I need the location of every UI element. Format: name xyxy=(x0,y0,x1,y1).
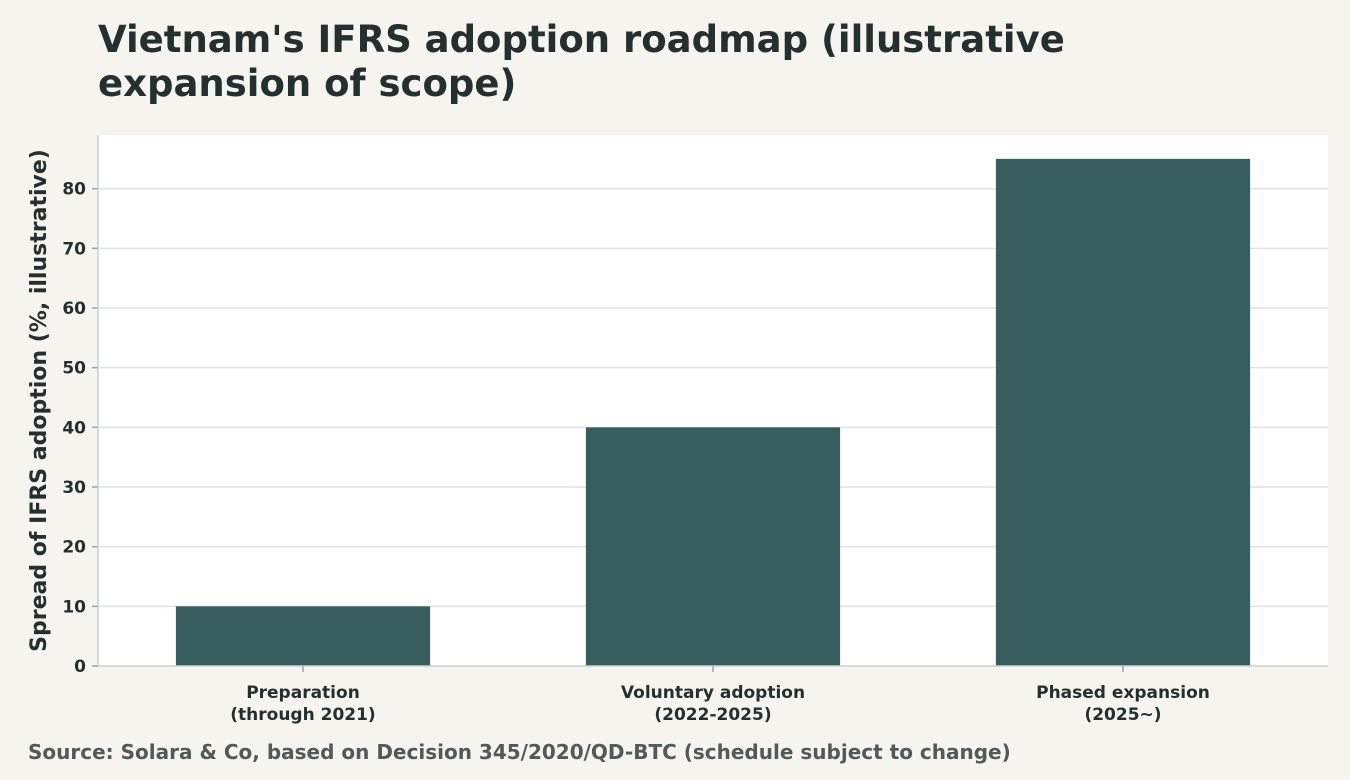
y-tick-label: 30 xyxy=(62,478,86,498)
y-tick-label: 80 xyxy=(62,180,86,200)
x-tick-label: Preparation (through 2021) xyxy=(230,683,375,725)
y-tick-label: 0 xyxy=(74,657,86,677)
y-tick-label: 70 xyxy=(62,239,86,259)
bar xyxy=(585,427,841,666)
y-tick-label: 20 xyxy=(62,538,86,558)
y-tick-label: 60 xyxy=(62,299,86,319)
y-tick-label: 40 xyxy=(62,418,86,438)
y-axis-label: Spread of IFRS adoption (%, illustrative… xyxy=(27,149,52,652)
axes: 0 10 20 30 40 50 60 70 80 Preparation (through 202… xyxy=(62,135,1328,725)
y-tick-label: 10 xyxy=(62,597,86,617)
y-tick-label: 50 xyxy=(62,359,86,379)
source-note: Source: Solara & Co, based on Decision 3… xyxy=(28,740,1011,764)
bars xyxy=(175,158,1251,666)
bar xyxy=(995,158,1251,666)
bar xyxy=(175,606,431,666)
x-tick-label: Voluntary adoption (2022-2025) xyxy=(621,683,805,725)
x-tick-label: Phased expansion (2025~) xyxy=(1036,683,1210,725)
chart-title: Vietnam's IFRS adoption roadmap (illustr… xyxy=(98,18,1065,105)
